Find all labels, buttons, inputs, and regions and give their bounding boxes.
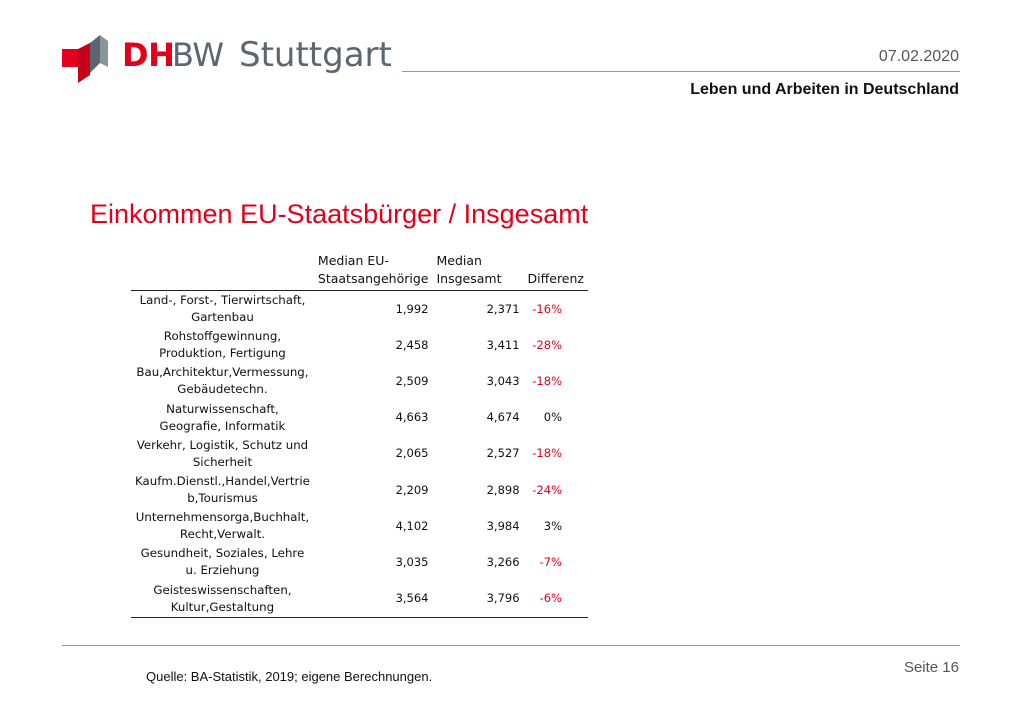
row-median-total: 3,043 [486, 373, 520, 388]
row-difference: -18% [532, 373, 562, 388]
row-median-total: 3,984 [486, 518, 520, 533]
row-category: Unternehmensorga,Buchhalt, Recht,Verwalt… [135, 510, 310, 542]
footer-divider [62, 645, 960, 646]
income-table: Median EU- Staatsangehörige Median Insgesa… [131, 252, 588, 618]
slide-title: Einkommen EU-Staatsbürger / Insgesamt [90, 199, 589, 229]
row-median-eu: 2,458 [395, 337, 429, 352]
row-median-eu: 4,102 [395, 518, 429, 533]
row-median-eu: 3,564 [313, 580, 433, 618]
row-category: Rohstoffgewinnung, Produktion, Fertigung [159, 329, 286, 361]
row-difference: -6% [523, 580, 588, 618]
table-header-row: Median EU- Staatsangehörige Median Insgesa… [131, 252, 588, 291]
table-body: Land-, Forst-, Tierwirtschaft, Gartenbau… [131, 291, 588, 618]
median-eu-header-text: Median EU- Staatsangehörige [317, 253, 429, 286]
row-category: Verkehr, Logistik, Schutz und Sicherheit [136, 437, 309, 469]
row-category: Naturwissenschaft, Geografie, Informatik [159, 401, 286, 433]
row-category: Geisteswissenschaften, Kultur,Gestaltung [131, 580, 314, 618]
row-median-total: 2,898 [486, 482, 520, 497]
row-median-total: 3,411 [486, 337, 520, 352]
row-median-eu: 4,663 [395, 410, 429, 425]
table-row: Land-, Forst-, Tierwirtschaft, Gartenbau… [131, 291, 588, 328]
source-note: Quelle: BA-Statistik, 2019; eigene Berec… [146, 669, 433, 684]
table-row: Gesundheit, Soziales, Lehre u. Erziehung… [131, 544, 588, 580]
table-row: Geisteswissenschaften, Kultur,Gestaltung… [131, 580, 588, 618]
row-category: Kaufm.Dienstl.,Handel,Vertrie b,Tourismu… [135, 474, 310, 506]
row-median-eu: 3,035 [395, 554, 429, 569]
row-median-eu: 2,065 [395, 446, 429, 461]
row-difference: -24% [532, 482, 562, 497]
row-median-eu: 1,992 [395, 301, 429, 316]
table-row: Rohstoffgewinnung, Produktion, Fertigung… [131, 327, 588, 363]
slide-subject: Leben und Arbeiten in Deutschland [690, 81, 959, 98]
row-median-eu: 2,209 [395, 482, 429, 497]
header-divider [402, 71, 960, 72]
row-median-eu: 2,509 [395, 373, 429, 388]
row-category: Land-, Forst-, Tierwirtschaft, Gartenbau [139, 293, 306, 325]
dhbw-logo-mark-icon [62, 35, 108, 83]
row-median-total: 2,527 [486, 446, 520, 461]
logo-bw-text: BW [172, 36, 224, 74]
logo-dh-text: DH [122, 36, 175, 74]
slide-date: 07.02.2020 [878, 48, 959, 65]
row-difference: -7% [539, 554, 562, 569]
table-row: Unternehmensorga,Buchhalt, Recht,Verwalt… [131, 508, 588, 544]
row-difference: 0% [543, 410, 562, 425]
row-median-total: 3,266 [486, 554, 520, 569]
row-difference: -18% [532, 446, 562, 461]
column-header-median-total: Median Insgesamt [432, 252, 524, 291]
row-median-total: 2,371 [486, 301, 520, 316]
column-header-median-eu: Median EU- Staatsangehörige [313, 252, 433, 291]
row-difference: -16% [532, 301, 562, 316]
dhbw-logo: DH BW Stuttgart [62, 33, 392, 85]
table-row: Bau,Architektur,Vermessung, Gebäudetechn… [131, 363, 588, 399]
column-header-difference: Differenz [523, 252, 588, 291]
row-median-total: 3,796 [432, 580, 524, 618]
table-row: Verkehr, Logistik, Schutz und Sicherheit… [131, 436, 588, 472]
row-difference: -28% [532, 337, 562, 352]
table-row: Kaufm.Dienstl.,Handel,Vertrie b,Tourismu… [131, 472, 588, 508]
median-total-header-text: Median Insgesamt [436, 253, 502, 286]
table-row: Naturwissenschaft, Geografie, Informatik… [131, 400, 588, 436]
row-difference: 3% [543, 518, 562, 533]
column-header-category [131, 252, 314, 291]
row-median-total: 4,674 [486, 410, 520, 425]
logo-city-text: Stuttgart [239, 35, 392, 75]
row-category: Bau,Architektur,Vermessung, Gebäudetechn… [136, 365, 309, 397]
difference-header-text: Differenz [527, 271, 584, 286]
page-number: Seite 16 [903, 659, 959, 676]
row-category: Gesundheit, Soziales, Lehre u. Erziehung [140, 546, 305, 578]
